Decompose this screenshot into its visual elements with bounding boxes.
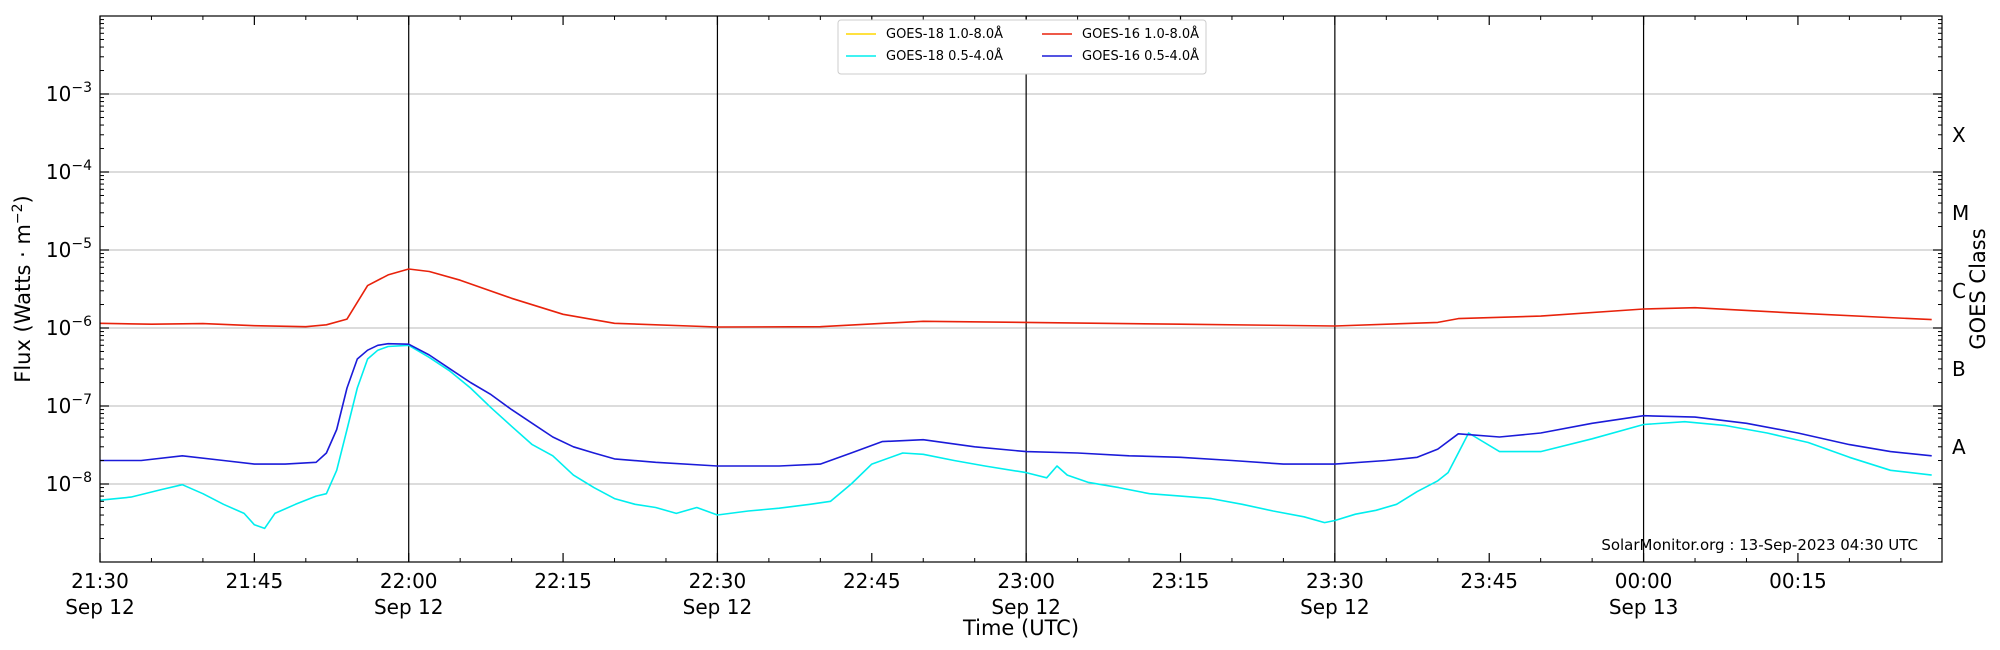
y-tick-base: 10 <box>46 238 71 262</box>
credit-label: SolarMonitor.org : 13-Sep-2023 04:30 UTC <box>1601 536 1918 554</box>
y-tick-exponent: −6 <box>71 314 92 330</box>
y-axis-title-exponent: −2 <box>10 203 26 224</box>
x-tick-time-label: 22:00 <box>380 569 438 593</box>
gridlines <box>100 93 1942 485</box>
x-tick-time-label: 21:45 <box>226 569 284 593</box>
vertical-reference-lines <box>408 16 1645 562</box>
y-tick-label: 10−7 <box>46 392 92 418</box>
x-tick-time-label: 00:15 <box>1769 569 1827 593</box>
series-lines <box>99 268 1932 530</box>
x-tick-time-label: 23:30 <box>1306 569 1364 593</box>
series-line-3 <box>100 342 1932 467</box>
x-tick-date-label: Sep 13 <box>1609 595 1679 619</box>
y-tick-exponent: −5 <box>71 236 92 252</box>
y-tick-label: 10−5 <box>46 236 92 262</box>
x-tick-time-label: 22:30 <box>689 569 747 593</box>
y-axis-title-suffix: ) <box>11 195 35 203</box>
y-tick-exponent: −8 <box>71 470 92 486</box>
goes-class-label: A <box>1952 435 1966 459</box>
goes-class-label: B <box>1952 357 1966 381</box>
series-line-2 <box>99 344 1932 530</box>
goes-class-label: X <box>1952 123 1966 147</box>
x-tick-date-label: Sep 12 <box>683 595 753 619</box>
x-tick-time-label: 22:45 <box>843 569 901 593</box>
y-tick-label: 10−6 <box>46 314 92 340</box>
y-tick-label: 10−3 <box>46 80 92 106</box>
y-tick-base: 10 <box>46 82 71 106</box>
series-line-1 <box>99 268 1932 328</box>
legend-items: GOES-18 1.0-8.0Å GOES-18 0.5-4.0Å GOES-16 … <box>846 26 1199 64</box>
y-tick-base: 10 <box>46 472 71 496</box>
legend-item: GOES-18 1.0-8.0Å <box>846 26 1003 42</box>
legend-label: GOES-18 1.0-8.0Å <box>886 26 1003 42</box>
x-tick-time-label: 21:30 <box>71 569 129 593</box>
y-tick-label: 10−8 <box>46 470 92 496</box>
legend: GOES-18 1.0-8.0Å GOES-18 0.5-4.0Å GOES-16 … <box>837 19 1207 75</box>
x-tick-date-label: Sep 12 <box>374 595 444 619</box>
y-tick-exponent: −3 <box>71 80 92 96</box>
goes-class-label: C <box>1952 279 1966 303</box>
x-tick-date-label: Sep 12 <box>991 595 1061 619</box>
legend-item: GOES-16 1.0-8.0Å <box>1042 26 1199 42</box>
y-tick-exponent: −7 <box>71 392 92 408</box>
plot-frame <box>99 15 1943 563</box>
x-tick-date-label: Sep 12 <box>1300 595 1370 619</box>
goes-class-labels: A B C M X <box>1952 123 1969 459</box>
x-tick-time-label: 23:45 <box>1460 569 1518 593</box>
legend-box <box>837 19 1207 75</box>
x-tick-time-label: 23:15 <box>1152 569 1210 593</box>
y-axis-ticks: 10−810−710−610−510−410−3 <box>46 19 1942 540</box>
legend-item: GOES-16 0.5-4.0Å <box>1042 48 1199 64</box>
goes-class-label: M <box>1952 201 1969 225</box>
x-tick-date-label: Sep 12 <box>65 595 135 619</box>
legend-item: GOES-18 0.5-4.0Å <box>846 48 1003 64</box>
y-tick-base: 10 <box>46 394 71 418</box>
x-tick-time-label: 22:15 <box>534 569 592 593</box>
y-tick-base: 10 <box>46 160 71 184</box>
x-tick-time-label: 00:00 <box>1615 569 1673 593</box>
x-tick-time-label: 23:00 <box>997 569 1055 593</box>
y-axis-title-prefix: Flux (Watts · m <box>11 224 35 383</box>
legend-label: GOES-16 1.0-8.0Å <box>1082 26 1199 42</box>
y-tick-label: 10−4 <box>46 158 92 184</box>
y-axis-title: Flux (Watts · m−2) <box>10 195 35 383</box>
y-tick-exponent: −4 <box>71 158 92 174</box>
right-axis-title: GOES Class <box>1966 228 1990 349</box>
y-tick-base: 10 <box>46 316 71 340</box>
x-axis-title: Time (UTC) <box>962 616 1079 640</box>
legend-label: GOES-16 0.5-4.0Å <box>1082 48 1199 64</box>
legend-label: GOES-18 0.5-4.0Å <box>886 48 1003 64</box>
